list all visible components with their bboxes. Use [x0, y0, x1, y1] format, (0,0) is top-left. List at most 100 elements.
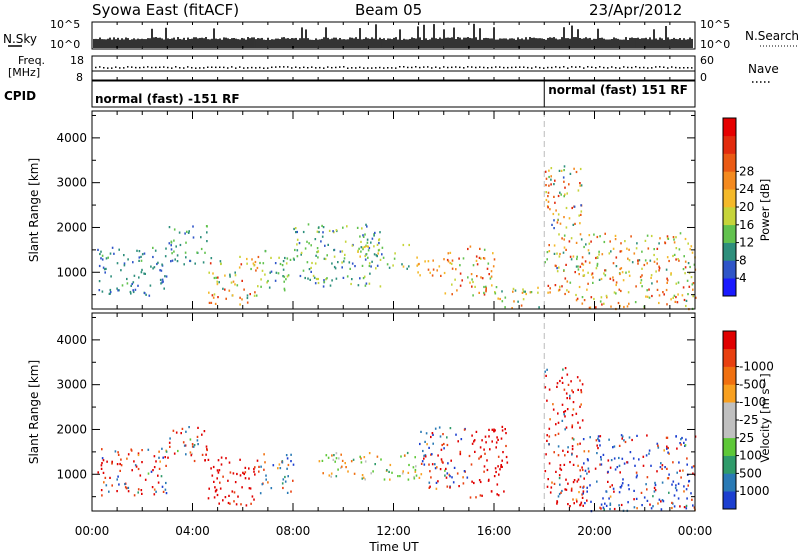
data-cell — [566, 373, 569, 376]
data-cell — [648, 296, 651, 299]
data-cell — [132, 289, 134, 292]
data-cell — [544, 261, 546, 264]
nsky-tick-bottom: 10^0 — [50, 38, 80, 51]
data-cell — [191, 452, 193, 455]
nave-dot — [235, 67, 237, 69]
data-cell — [335, 457, 338, 460]
data-cell — [590, 500, 592, 503]
data-cell — [310, 270, 312, 273]
data-cell — [658, 265, 660, 268]
data-cell — [424, 260, 426, 263]
data-cell — [270, 256, 272, 259]
nave-dot — [479, 66, 481, 68]
data-cell — [569, 172, 572, 175]
data-cell — [446, 472, 449, 475]
data-cell — [673, 505, 676, 508]
data-cell — [689, 265, 691, 269]
data-cell — [348, 261, 351, 264]
data-cell — [670, 273, 672, 276]
nave-dot — [683, 67, 685, 69]
data-cell — [243, 288, 245, 291]
data-cell — [495, 286, 498, 289]
data-cell — [555, 423, 557, 426]
nave-dot — [647, 67, 649, 69]
data-cell — [183, 263, 185, 266]
data-cell — [98, 289, 101, 292]
data-cell — [545, 374, 547, 377]
data-cell — [451, 267, 454, 270]
nave-dot — [399, 66, 401, 68]
data-cell — [496, 493, 498, 496]
data-cell — [186, 230, 188, 233]
data-cell — [630, 235, 632, 238]
data-cell — [563, 195, 565, 198]
data-cell — [583, 477, 585, 480]
data-cell — [211, 294, 214, 297]
data-cell — [380, 458, 382, 461]
y-tick-label: 1000 — [56, 265, 87, 279]
data-cell — [557, 289, 560, 292]
data-cell — [442, 461, 444, 464]
data-cell — [102, 471, 105, 474]
colorbar-label: 8 — [739, 253, 747, 267]
data-cell — [203, 430, 206, 433]
data-cell — [107, 256, 109, 259]
data-cell — [414, 468, 417, 472]
data-cell — [175, 431, 178, 434]
data-cell — [435, 487, 438, 490]
data-cell — [607, 480, 609, 483]
data-cell — [325, 278, 327, 281]
data-cell — [544, 370, 546, 373]
data-cell — [397, 475, 399, 478]
data-cell — [517, 300, 519, 303]
data-cell — [201, 453, 204, 456]
data-cell — [567, 503, 569, 506]
data-cell — [232, 280, 235, 283]
data-cell — [218, 502, 220, 505]
data-cell — [432, 259, 434, 262]
data-cell — [200, 236, 202, 239]
data-cell — [219, 260, 222, 263]
data-cell — [577, 421, 579, 424]
data-cell — [580, 501, 583, 504]
data-cell — [675, 282, 678, 285]
data-cell — [193, 459, 196, 463]
data-cell — [178, 231, 181, 234]
data-cell — [155, 460, 157, 463]
nave-dot — [227, 67, 229, 69]
data-cell — [335, 229, 338, 232]
data-cell — [378, 242, 380, 245]
data-cell — [581, 296, 584, 299]
data-cell — [229, 275, 231, 278]
data-cell — [116, 478, 118, 481]
data-cell — [667, 451, 669, 454]
data-cell — [558, 233, 560, 236]
data-cell — [620, 484, 623, 487]
data-cell — [590, 240, 592, 243]
data-cell — [562, 368, 564, 371]
data-cell — [593, 297, 595, 301]
data-cell — [581, 493, 583, 496]
nave-dot — [159, 66, 161, 69]
data-cell — [647, 247, 650, 250]
data-cell — [628, 274, 631, 277]
data-cell — [574, 222, 576, 225]
data-cell — [469, 281, 471, 284]
data-cell — [362, 246, 364, 249]
data-cell — [579, 504, 581, 507]
data-cell — [614, 234, 617, 237]
data-cell — [479, 456, 482, 459]
data-cell — [582, 492, 584, 495]
nave-label: Nave — [748, 62, 779, 76]
data-cell — [367, 249, 370, 252]
x-tick-label: 08:00 — [276, 524, 311, 538]
nave-dot — [111, 67, 113, 69]
data-cell — [279, 467, 282, 470]
data-cell — [151, 486, 154, 489]
data-cell — [684, 272, 686, 275]
data-cell — [345, 466, 347, 469]
data-cell — [626, 461, 628, 464]
data-cell — [185, 256, 187, 259]
data-cell — [228, 461, 231, 464]
data-cell — [137, 452, 140, 455]
